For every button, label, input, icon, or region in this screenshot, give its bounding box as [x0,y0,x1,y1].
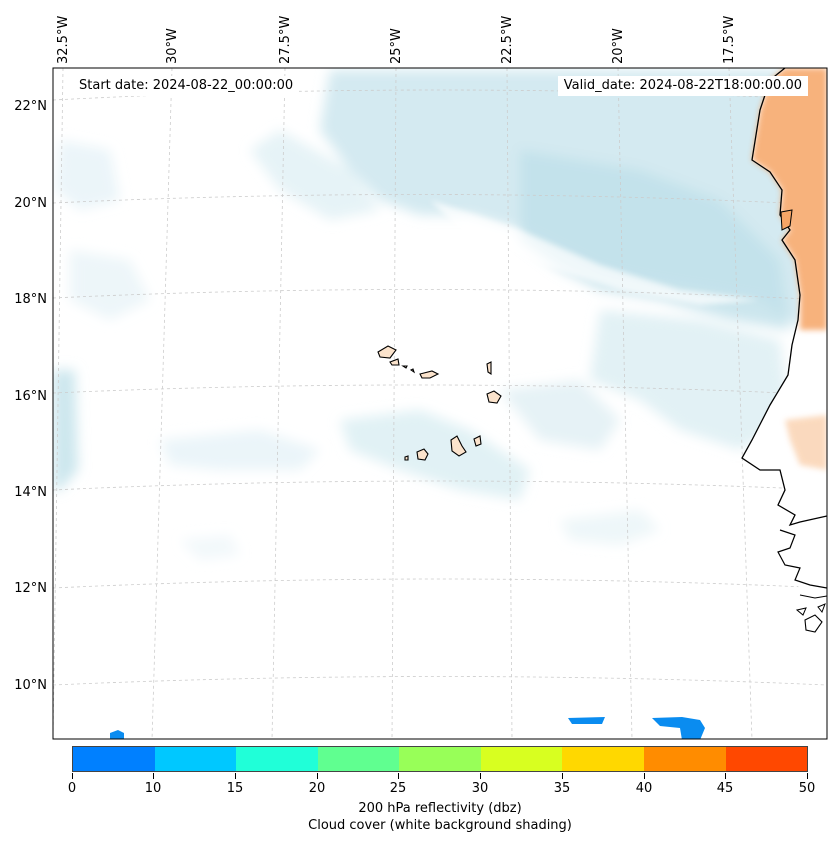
island-santiago [450,435,467,457]
island-santo-antao [377,345,397,359]
colorbar-tick-label: 45 [716,781,734,796]
colorbar-tick [480,773,481,779]
island-boa-vista [486,390,502,404]
valid-date-label: Valid_date: 2024-08-22T18:00:00.00 [557,76,808,96]
colorbar-title: 200 hPa reflectivity (dbz) [358,801,522,816]
longitude-labels: 32.5°W 30°W 27.5°W 25°W 22.5°W 20°W 17.5… [56,16,737,64]
map-frame [52,67,828,740]
colorbar-tick-label: 15 [226,781,244,796]
colorbar-segment [480,747,563,771]
island-maio [473,435,482,447]
colorbar-segment [562,747,644,771]
island-santa-luzia [401,365,408,369]
island-fogo [416,448,429,461]
colorbar-segment [73,747,155,771]
island-sal [486,361,492,376]
island-sao-vicente [389,358,400,366]
lon-label: 30°W [165,28,180,64]
colorbar-tick [235,773,236,779]
lon-label: 32.5°W [56,16,71,64]
africa-coast [741,68,827,640]
lat-label: 22°N [14,99,47,114]
start-date-label: Start date: 2024-08-22_00:00:00 [73,76,300,96]
colorbar-segment [317,747,400,771]
colorbar-subtitle: Cloud cover (white background shading) [308,818,572,833]
colorbar-tick-label: 35 [553,781,571,796]
island-brava [404,455,409,461]
colorbar-tick [562,773,563,779]
lon-label: 22.5°W [500,16,515,64]
island-islet [409,368,416,374]
lon-label: 27.5°W [278,16,293,64]
latitude-labels: 22°N 20°N 18°N 16°N 14°N 12°N 10°N [14,99,47,693]
colorbar-tick [644,773,645,779]
colorbar-tick-label: 20 [308,781,326,796]
colorbar-segment [399,747,481,771]
lat-label: 10°N [14,678,47,693]
lat-label: 20°N [14,196,47,211]
lat-label: 14°N [14,485,47,500]
colorbar-segment [236,747,318,771]
colorbar-tick [153,773,154,779]
lon-label: 25°W [389,28,404,64]
colorbar-segment [643,747,726,771]
colorbar-tick [72,773,73,779]
colorbar-tick [398,773,399,779]
lat-label: 12°N [14,581,47,596]
lat-label: 16°N [14,389,47,404]
colorbar-tick-label: 25 [389,781,407,796]
colorbar-tick-label: 40 [635,781,653,796]
colorbar [72,746,808,772]
colorbar-tick [725,773,726,779]
island-sao-nicolau [419,370,440,379]
cloud-cover-shading [53,70,805,560]
colorbar-tick-label: 10 [144,781,162,796]
colorbar-tick [807,773,808,779]
colorbar-segment [725,747,808,771]
lon-label: 20°W [611,28,626,64]
lon-label: 17.5°W [722,16,737,64]
colorbar-segment [154,747,237,771]
colorbar-tick-label: 0 [67,781,77,796]
reflectivity-shading [110,717,705,739]
colorbar-tick [317,773,318,779]
colorbar-tick-label: 30 [471,781,489,796]
cape-verde-islands [377,345,502,461]
lat-label: 18°N [14,292,47,307]
colorbar-tick-label: 50 [798,781,816,796]
